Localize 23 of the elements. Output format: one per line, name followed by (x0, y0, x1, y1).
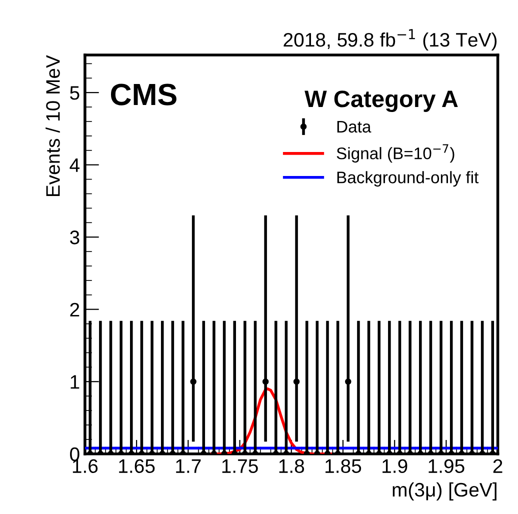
x-tick-label: 1.65 (119, 459, 155, 474)
x-tick-label: 1.6 (72, 459, 98, 474)
legend-label: Data (337, 121, 372, 133)
x-tick-label: 1.85 (326, 459, 362, 474)
legend-label: Background-only fit (337, 171, 479, 187)
x-tick-label: 1.7 (176, 459, 201, 473)
y-tick-label: 4 (70, 158, 80, 172)
x-tick-label: 1.9 (382, 459, 408, 474)
chart-title: 2018, 59.8 fb$^{−1}$ (13 TeV) (284, 29, 497, 51)
x-tick-label: 2 (493, 459, 502, 473)
y-tick-label: 1 (70, 375, 80, 389)
y-tick-label: 3 (70, 230, 80, 244)
x-tick-label: 1.8 (279, 459, 304, 474)
y-tick-label: 0 (70, 447, 80, 462)
legend-title: W Category A (304, 90, 458, 112)
x-axis-title: m(3μ) [GeV] (392, 482, 496, 501)
x-tick-label: 1.75 (222, 459, 258, 474)
y-tick-label: 5 (70, 86, 80, 100)
x-tick-label: 1.95 (428, 459, 464, 474)
y-axis-title: Events / 10 MeV (46, 55, 60, 196)
y-tick-label: 2 (70, 302, 80, 316)
annotation: CMS (110, 84, 176, 106)
legend-label: Signal (B=10$^{−7}$) (336, 144, 454, 163)
